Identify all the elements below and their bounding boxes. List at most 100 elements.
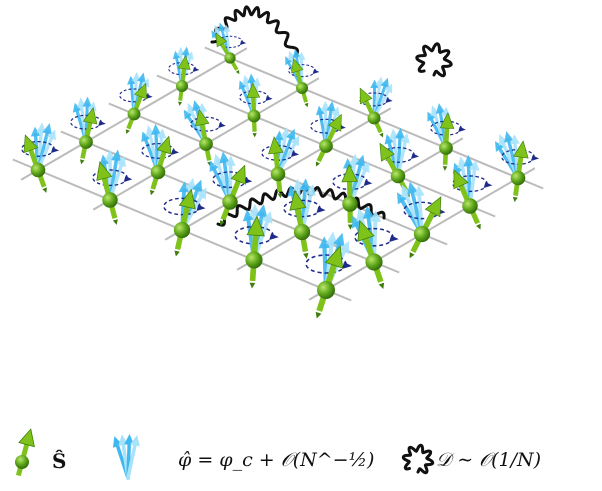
field-arrowhead bbox=[141, 78, 150, 88]
field-arrowhead bbox=[400, 133, 410, 144]
field-arrowhead bbox=[156, 128, 167, 139]
spin-head bbox=[379, 142, 395, 162]
spin-tail bbox=[174, 250, 180, 257]
field-arrowhead bbox=[214, 24, 222, 34]
precession-arrowhead bbox=[265, 95, 273, 101]
lattice-site bbox=[183, 100, 226, 167]
field-arrowhead bbox=[413, 185, 425, 197]
spin-head bbox=[453, 169, 469, 190]
spin-head bbox=[246, 82, 261, 98]
field-arrowhead bbox=[225, 155, 236, 166]
spin-head bbox=[82, 106, 98, 125]
field-arrowhead bbox=[360, 161, 370, 173]
precession-arrowhead bbox=[123, 175, 133, 182]
site-ball bbox=[173, 221, 191, 239]
precession-arrowhead bbox=[192, 67, 200, 72]
field-arrowhead bbox=[185, 51, 194, 60]
field-arrowhead bbox=[395, 127, 405, 139]
field-arrowhead bbox=[349, 153, 360, 166]
spin-head bbox=[324, 245, 344, 269]
field-arrowhead bbox=[192, 179, 203, 193]
field-arrowhead bbox=[504, 131, 514, 143]
lattice-site bbox=[261, 127, 300, 199]
field-arrowhead bbox=[325, 231, 338, 246]
interaction-wavy-line bbox=[210, 5, 300, 58]
lattice-sites bbox=[21, 22, 540, 319]
lattice-site bbox=[332, 153, 373, 230]
lattice-site bbox=[283, 178, 326, 259]
field-arrowhead bbox=[187, 102, 196, 114]
site-ball bbox=[293, 223, 311, 241]
precession-arrowhead bbox=[342, 262, 352, 269]
field-arrowhead bbox=[141, 131, 151, 143]
field-arrowhead bbox=[209, 160, 219, 173]
site-ball bbox=[102, 192, 118, 208]
spin-head bbox=[341, 163, 358, 183]
spin-head bbox=[268, 136, 284, 155]
spin-tail bbox=[249, 282, 256, 289]
spin-head bbox=[289, 190, 307, 211]
spin-head bbox=[96, 161, 113, 181]
field-arrowhead bbox=[274, 130, 285, 141]
field-arrowhead bbox=[494, 141, 505, 152]
lattice-site bbox=[163, 177, 207, 257]
spin-tail bbox=[315, 311, 322, 319]
spin-head bbox=[215, 32, 228, 48]
spin-tail bbox=[476, 223, 481, 230]
field-arrowhead bbox=[192, 100, 202, 111]
interaction-wavy-lines bbox=[210, 5, 453, 227]
lattice-site bbox=[305, 231, 352, 319]
site-ball bbox=[295, 81, 309, 95]
legend-field-label: φ̂ = φ_c + 𝒪(N^−½) bbox=[178, 449, 375, 471]
field-arrowhead bbox=[338, 240, 350, 255]
field-arrowhead bbox=[435, 103, 445, 114]
spin-tail bbox=[219, 220, 225, 226]
field-arrowhead bbox=[132, 71, 141, 82]
field-arrowhead bbox=[407, 181, 418, 195]
spin-tail bbox=[125, 129, 130, 135]
spin-head bbox=[357, 219, 375, 242]
field-arrowhead bbox=[99, 154, 110, 166]
spin-tail bbox=[304, 102, 309, 108]
field-arrowhead bbox=[261, 211, 273, 224]
precession-arrowhead bbox=[239, 40, 247, 45]
lattice-site bbox=[119, 71, 153, 135]
field-arrowhead bbox=[151, 123, 161, 135]
spin-tail bbox=[149, 189, 155, 196]
spin-head bbox=[424, 196, 442, 218]
field-arrowhead bbox=[196, 187, 207, 200]
spin-tail bbox=[409, 252, 415, 259]
field-arrowhead bbox=[292, 48, 301, 59]
field-arrowhead bbox=[127, 75, 136, 85]
precession-arrowhead bbox=[98, 120, 106, 126]
spin-tail bbox=[315, 161, 321, 167]
field-arrowhead bbox=[305, 184, 316, 196]
spin-head bbox=[359, 87, 373, 105]
spin-head bbox=[439, 112, 455, 129]
precession-arrowhead bbox=[312, 69, 320, 74]
field-arrowhead bbox=[172, 50, 181, 60]
field-arrowhead bbox=[380, 77, 389, 88]
site-ball bbox=[247, 109, 261, 123]
field-arrowhead bbox=[183, 109, 193, 120]
field-arrowhead bbox=[427, 111, 436, 122]
precession-arrowhead bbox=[458, 126, 466, 132]
spin-tail bbox=[512, 196, 518, 203]
field-arrowhead bbox=[36, 122, 47, 134]
lattice-site bbox=[452, 154, 493, 230]
interaction-wavy-line bbox=[216, 185, 386, 227]
field-arrowhead bbox=[375, 76, 384, 87]
spin-tail bbox=[378, 282, 385, 290]
lattice-site bbox=[70, 96, 106, 165]
blue-fan-arrow-icon bbox=[112, 434, 140, 480]
field-arrowhead bbox=[315, 105, 325, 116]
spin-tail bbox=[442, 166, 448, 171]
field-arrowhead bbox=[137, 72, 146, 83]
spin-tail bbox=[379, 132, 384, 138]
site-ball bbox=[317, 281, 335, 299]
field-arrowhead bbox=[331, 106, 340, 117]
spin-tail bbox=[79, 159, 85, 165]
spin-tail bbox=[252, 133, 257, 138]
spin-head bbox=[513, 140, 529, 159]
wavy-loop-icon bbox=[401, 443, 435, 475]
